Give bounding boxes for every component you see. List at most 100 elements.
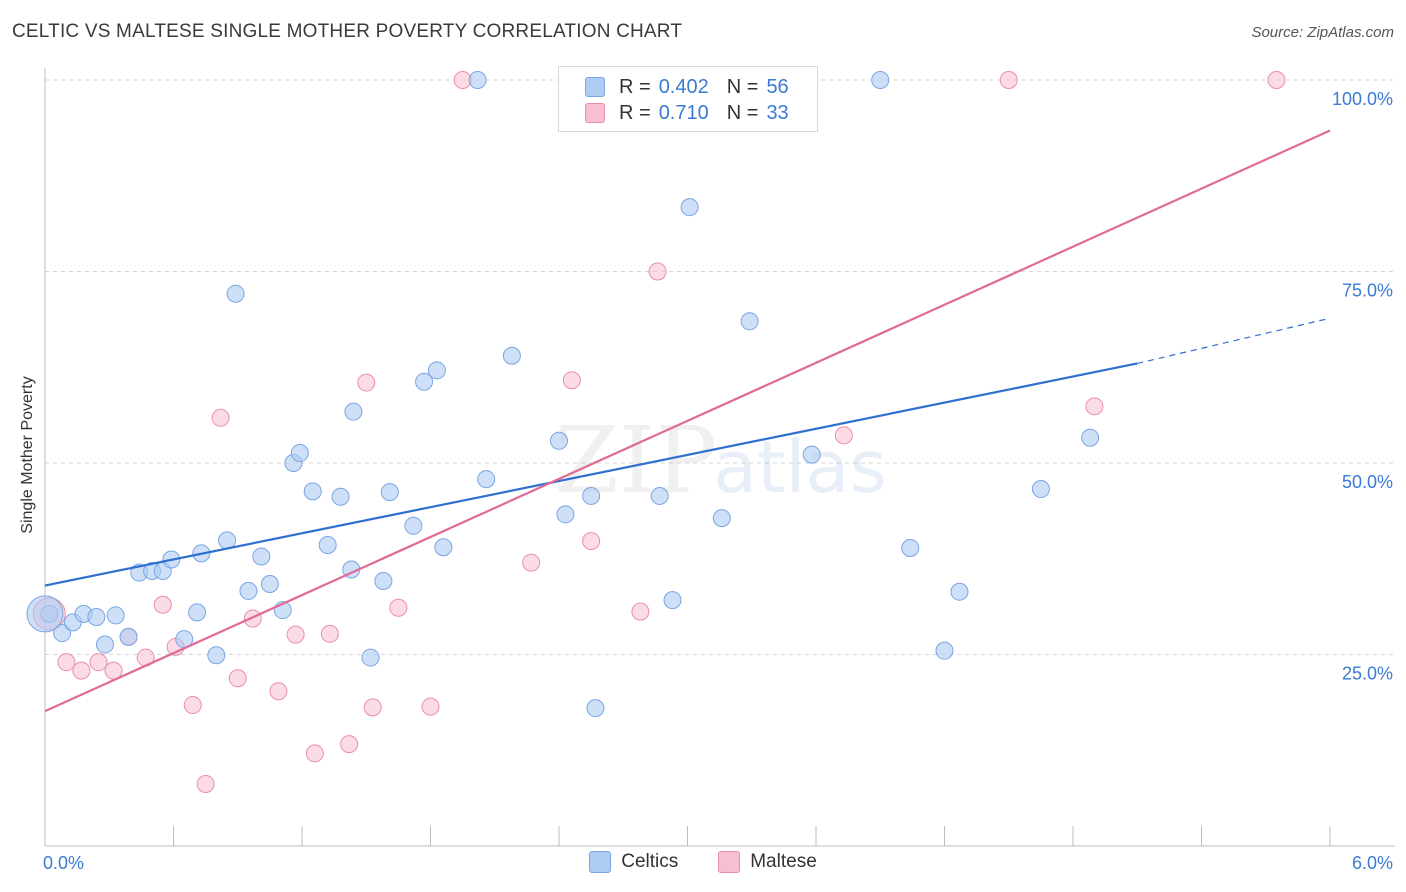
celtic-swatch — [585, 77, 605, 97]
celtic-point — [802, 445, 821, 464]
maltese-point — [72, 661, 91, 680]
celtics-legend-swatch — [589, 851, 612, 873]
maltese-point — [562, 371, 581, 390]
celtic-point — [650, 486, 669, 505]
celtic-point — [712, 509, 731, 528]
celtic-point — [188, 603, 207, 622]
maltese-legend-label: Maltese — [750, 851, 817, 872]
maltese-point — [631, 602, 650, 621]
celtic-point — [119, 627, 138, 646]
celtic-point — [106, 606, 125, 625]
maltese-point — [834, 426, 853, 445]
maltese-point — [582, 532, 601, 551]
celtic-point — [550, 431, 568, 450]
watermark: ZIP atlas — [555, 407, 887, 514]
maltese-point — [453, 71, 472, 89]
celtic-point — [586, 699, 605, 718]
celtic-point — [935, 641, 954, 660]
maltese-point — [183, 696, 202, 715]
n-label: N = — [726, 75, 759, 98]
celtic-point — [1031, 480, 1050, 499]
maltese-point — [153, 595, 172, 614]
celtic-point — [901, 539, 920, 558]
chart-title: CELTIC VS MALTESE SINGLE MOTHER POVERTY … — [12, 21, 683, 42]
celtic-point — [427, 361, 446, 380]
maltese-point — [363, 698, 382, 717]
y-tick-label: 25.0% — [1342, 664, 1393, 684]
maltese-point — [305, 744, 324, 763]
celtic-point — [331, 487, 350, 506]
x-tick-label: 0.0% — [43, 853, 84, 873]
celtic-point — [477, 470, 496, 489]
maltese-points — [32, 71, 1286, 793]
maltese-point — [357, 373, 376, 392]
celtic-point — [303, 482, 322, 501]
maltese-point — [286, 625, 305, 644]
celtic-trend-line — [44, 362, 1138, 587]
celtic-point — [415, 372, 434, 391]
maltese-point — [89, 653, 108, 672]
celtic-point — [950, 582, 969, 601]
maltese-point — [269, 682, 288, 701]
r-label: R = — [619, 75, 651, 98]
celtic-n-value: 56 — [766, 75, 789, 98]
legend-row-maltese: R = 0.710 N = 33 — [585, 100, 789, 126]
maltese-point — [340, 735, 359, 754]
maltese-trend-line — [44, 129, 1331, 713]
tick-labels: 25.0% 50.0% 75.0% 100.0% 0.0% 6.0% — [43, 89, 1393, 873]
celtic-points — [26, 71, 1100, 718]
maltese-point — [1267, 71, 1286, 89]
maltese-point — [421, 697, 440, 716]
axes — [44, 68, 1395, 847]
celtic-point — [26, 595, 64, 633]
maltese-point — [228, 669, 247, 688]
celtic-point — [374, 571, 393, 590]
celtic-point — [318, 535, 337, 554]
maltese-point — [57, 653, 76, 672]
celtic-r-value: 0.402 — [658, 75, 709, 98]
legend-row-celtic: R = 0.402 N = 56 — [585, 74, 789, 100]
stats-legend: R = 0.402 N = 56 R = 0.710 N = 33 — [558, 66, 818, 132]
maltese-swatch — [585, 103, 605, 123]
celtic-point — [556, 505, 575, 524]
maltese-r-value: 0.710 — [658, 101, 709, 124]
maltese-point — [320, 624, 339, 643]
celtic-point — [680, 198, 699, 217]
r-label: R = — [619, 101, 651, 124]
maltese-point — [389, 598, 408, 617]
y-tick-label: 75.0% — [1342, 281, 1393, 301]
y-tick-label: 100.0% — [1332, 89, 1393, 109]
maltese-point — [211, 408, 230, 427]
celtic-point — [663, 591, 682, 610]
maltese-legend-swatch — [718, 851, 741, 873]
n-label: N = — [726, 101, 759, 124]
source-label: Source: ZipAtlas.com — [1251, 24, 1394, 41]
celtic-point — [239, 581, 258, 600]
watermark-atlas: atlas — [713, 425, 887, 509]
celtic-point — [871, 71, 890, 89]
celtic-trend-extension — [1137, 317, 1331, 365]
x-tick-label: 6.0% — [1352, 853, 1393, 873]
legend-item-maltese[interactable]: Maltese — [718, 851, 817, 873]
celtic-point — [260, 575, 279, 594]
maltese-point — [196, 774, 215, 793]
series-legend: Celtics Maltese — [0, 851, 1406, 873]
celtic-point — [252, 547, 271, 566]
watermark-zip: ZIP — [555, 407, 717, 514]
celtic-point — [361, 648, 380, 667]
legend-item-celtics[interactable]: Celtics — [589, 851, 678, 873]
celtic-point — [95, 635, 114, 654]
maltese-point — [522, 553, 541, 572]
maltese-point — [1085, 397, 1104, 416]
celtic-point — [582, 486, 601, 505]
celtic-point — [226, 284, 245, 303]
celtic-point — [1081, 428, 1100, 447]
celtic-point — [468, 71, 487, 89]
celtic-point — [87, 607, 106, 626]
maltese-n-value: 33 — [766, 101, 789, 124]
celtic-point — [380, 483, 399, 502]
celtic-point — [502, 346, 521, 365]
grid-lines — [45, 79, 1395, 655]
celtic-point — [404, 516, 423, 535]
